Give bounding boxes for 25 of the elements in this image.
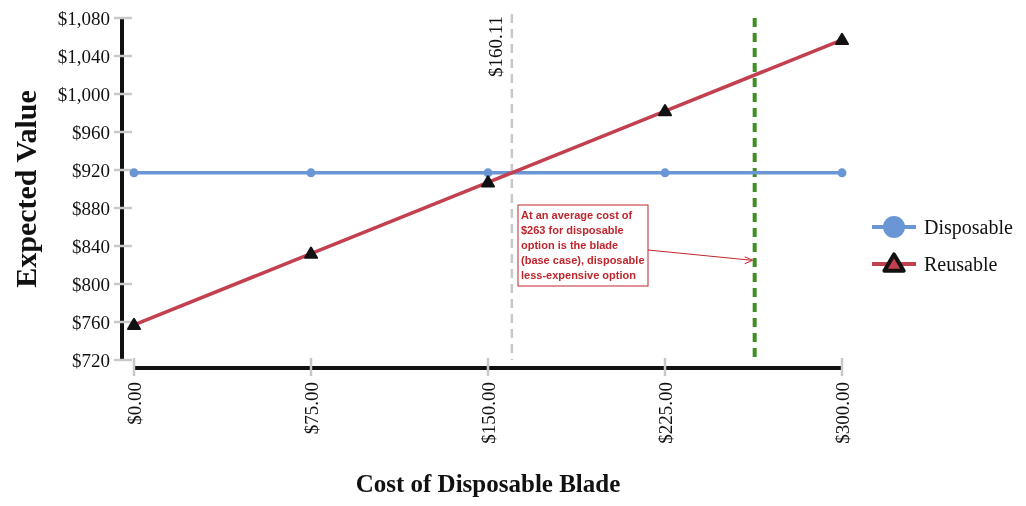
y-tick-label: $800 xyxy=(72,273,110,295)
y-tick-label: $840 xyxy=(72,235,110,257)
ref-line-label: $160.11 xyxy=(484,16,506,78)
x-axis-title: Cost of Disposable Blade xyxy=(355,470,621,497)
y-tick-label: $920 xyxy=(72,159,110,181)
point xyxy=(129,168,139,178)
point xyxy=(306,168,316,178)
y-tick-label: $1,000 xyxy=(57,83,110,105)
x-tick-label: $150.00 xyxy=(477,382,499,444)
y-axis-title: Expected Value xyxy=(9,90,42,288)
x-tick-label: $0.00 xyxy=(123,382,145,425)
y-tick-label: $1,040 xyxy=(57,45,110,67)
y-tick-label: $880 xyxy=(72,197,110,219)
x-tick-label: $75.00 xyxy=(300,382,322,435)
y-tick-label: $760 xyxy=(72,311,110,333)
annotation: At an average cost of $263 for disposable option is the blade (base case), disposable less-expensive option xyxy=(521,209,645,281)
y-tick-label: $960 xyxy=(72,121,110,143)
y-tick-label: $720 xyxy=(72,349,110,371)
point xyxy=(660,168,670,178)
y-tick-label: $1,080 xyxy=(57,7,110,29)
point xyxy=(837,168,847,178)
legend-label: Disposable xyxy=(924,216,1013,239)
legend-label: Reusable xyxy=(924,253,998,275)
x-tick-label: $225.00 xyxy=(654,382,676,444)
x-tick-label: $300.00 xyxy=(831,382,853,444)
